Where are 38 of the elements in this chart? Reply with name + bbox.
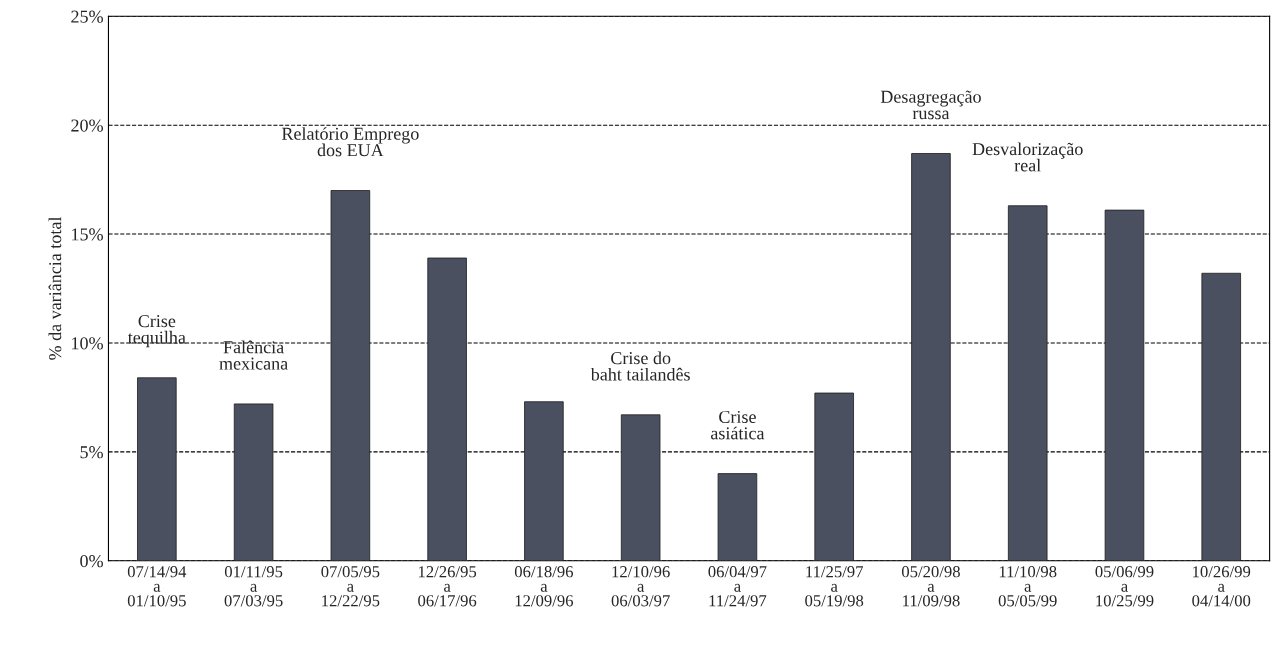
bar bbox=[814, 392, 854, 561]
x-tick-label: 11/10/98 a 05/05/99 bbox=[998, 566, 1057, 607]
annotation: Desagregação russa bbox=[880, 90, 981, 120]
bar bbox=[1201, 272, 1242, 561]
x-tick-label: 06/18/96 a 12/09/96 bbox=[514, 566, 574, 607]
y-tick-label: 10% bbox=[72, 337, 103, 350]
annotation: Relatório Emprego dos EUA bbox=[281, 127, 419, 157]
x-tick-label: 01/11/95 a 07/03/95 bbox=[224, 566, 283, 607]
x-tick-label: 05/20/98 a 11/09/98 bbox=[901, 566, 960, 607]
annotation: Crise asiática bbox=[710, 410, 765, 440]
bar bbox=[524, 401, 564, 561]
bar bbox=[620, 414, 661, 561]
y-axis-title: % da variância total bbox=[48, 216, 62, 360]
x-tick-label: 12/26/95 a 06/17/96 bbox=[418, 566, 477, 607]
x-tick-label: 11/25/97 a 05/19/98 bbox=[805, 566, 864, 607]
annotation: Crise tequilha bbox=[127, 315, 186, 348]
x-tick-label: 12/10/96 a 06/03/97 bbox=[611, 566, 670, 607]
bar bbox=[911, 153, 951, 561]
y-tick-label: 5% bbox=[80, 446, 103, 459]
x-tick-label: 07/05/95 a 12/22/95 bbox=[321, 566, 380, 607]
annotation: Falência mexicana bbox=[219, 340, 288, 370]
bar bbox=[1007, 205, 1048, 561]
bar bbox=[233, 403, 274, 561]
bar bbox=[427, 257, 467, 561]
y-tick-label: 20% bbox=[71, 119, 103, 132]
annotation: Desvalorização real bbox=[972, 142, 1083, 172]
x-tick-label: 10/26/99 a 04/14/00 bbox=[1192, 566, 1251, 607]
x-tick-label: 05/06/99 a 10/25/99 bbox=[1095, 566, 1154, 607]
bar bbox=[1104, 209, 1145, 561]
x-tick-label: 07/14/94 a 01/10/95 bbox=[127, 566, 187, 607]
bar bbox=[137, 377, 177, 561]
y-tick-label: 25% bbox=[71, 10, 103, 23]
annotation: Crise do baht tailandês bbox=[590, 351, 690, 381]
y-tick-label: 0% bbox=[80, 554, 103, 568]
y-tick-label: 15% bbox=[72, 228, 103, 241]
bar bbox=[330, 190, 371, 561]
x-tick-label: 06/04/97 a 11/24/97 bbox=[708, 566, 767, 607]
bar bbox=[717, 473, 758, 561]
